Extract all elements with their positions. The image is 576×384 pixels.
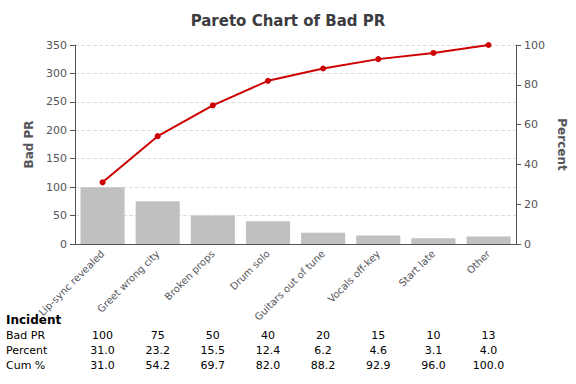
- svg-text:Incident: Incident: [6, 313, 62, 327]
- svg-text:54.2: 54.2: [145, 359, 170, 372]
- svg-text:300: 300: [46, 67, 67, 80]
- svg-text:200: 200: [46, 124, 67, 137]
- svg-text:3.1: 3.1: [425, 344, 443, 357]
- svg-text:0: 0: [524, 238, 531, 251]
- svg-text:Pareto Chart of Bad PR: Pareto Chart of Bad PR: [191, 12, 386, 30]
- svg-text:4.6: 4.6: [370, 344, 388, 357]
- svg-text:Broken props: Broken props: [162, 248, 216, 302]
- svg-text:31.0: 31.0: [90, 359, 115, 372]
- svg-text:Vocals off-key: Vocals off-key: [326, 248, 383, 305]
- svg-text:92.9: 92.9: [366, 359, 391, 372]
- svg-text:40: 40: [261, 329, 275, 342]
- svg-text:50: 50: [53, 209, 67, 222]
- svg-text:50: 50: [206, 329, 220, 342]
- svg-text:Start late: Start late: [397, 248, 438, 289]
- svg-text:100: 100: [46, 181, 67, 194]
- svg-text:Bad PR: Bad PR: [22, 120, 36, 168]
- svg-text:0: 0: [60, 238, 67, 251]
- svg-text:Guitars out of tune: Guitars out of tune: [252, 248, 327, 323]
- svg-text:23.2: 23.2: [145, 344, 170, 357]
- svg-text:13: 13: [482, 329, 496, 342]
- svg-text:20: 20: [524, 198, 538, 211]
- svg-text:15: 15: [371, 329, 385, 342]
- svg-text:350: 350: [46, 39, 67, 52]
- svg-text:Other: Other: [465, 247, 493, 275]
- svg-text:250: 250: [46, 95, 67, 108]
- svg-text:Bad PR: Bad PR: [6, 329, 45, 342]
- svg-text:4.0: 4.0: [480, 344, 498, 357]
- svg-text:Drum solo: Drum solo: [228, 248, 272, 292]
- svg-text:31.0: 31.0: [90, 344, 115, 357]
- svg-text:82.0: 82.0: [256, 359, 281, 372]
- svg-text:150: 150: [46, 152, 67, 165]
- svg-text:Lip-sync revealed: Lip-sync revealed: [36, 248, 107, 318]
- svg-text:Percent: Percent: [555, 118, 569, 171]
- svg-text:69.7: 69.7: [201, 359, 226, 372]
- svg-text:15.5: 15.5: [201, 344, 226, 357]
- svg-text:100: 100: [92, 329, 113, 342]
- svg-text:20: 20: [316, 329, 330, 342]
- svg-text:10: 10: [426, 329, 440, 342]
- svg-text:80: 80: [524, 78, 538, 91]
- svg-text:75: 75: [151, 329, 165, 342]
- svg-text:60: 60: [524, 118, 538, 131]
- svg-text:100.0: 100.0: [473, 359, 505, 372]
- svg-text:Percent: Percent: [6, 344, 48, 357]
- svg-text:96.0: 96.0: [421, 359, 446, 372]
- svg-text:Cum %: Cum %: [6, 359, 45, 372]
- svg-text:40: 40: [524, 158, 538, 171]
- svg-text:12.4: 12.4: [256, 344, 281, 357]
- svg-text:Greet wrong city: Greet wrong city: [95, 248, 162, 315]
- svg-text:88.2: 88.2: [311, 359, 336, 372]
- svg-text:6.2: 6.2: [314, 344, 332, 357]
- svg-text:100: 100: [524, 39, 545, 52]
